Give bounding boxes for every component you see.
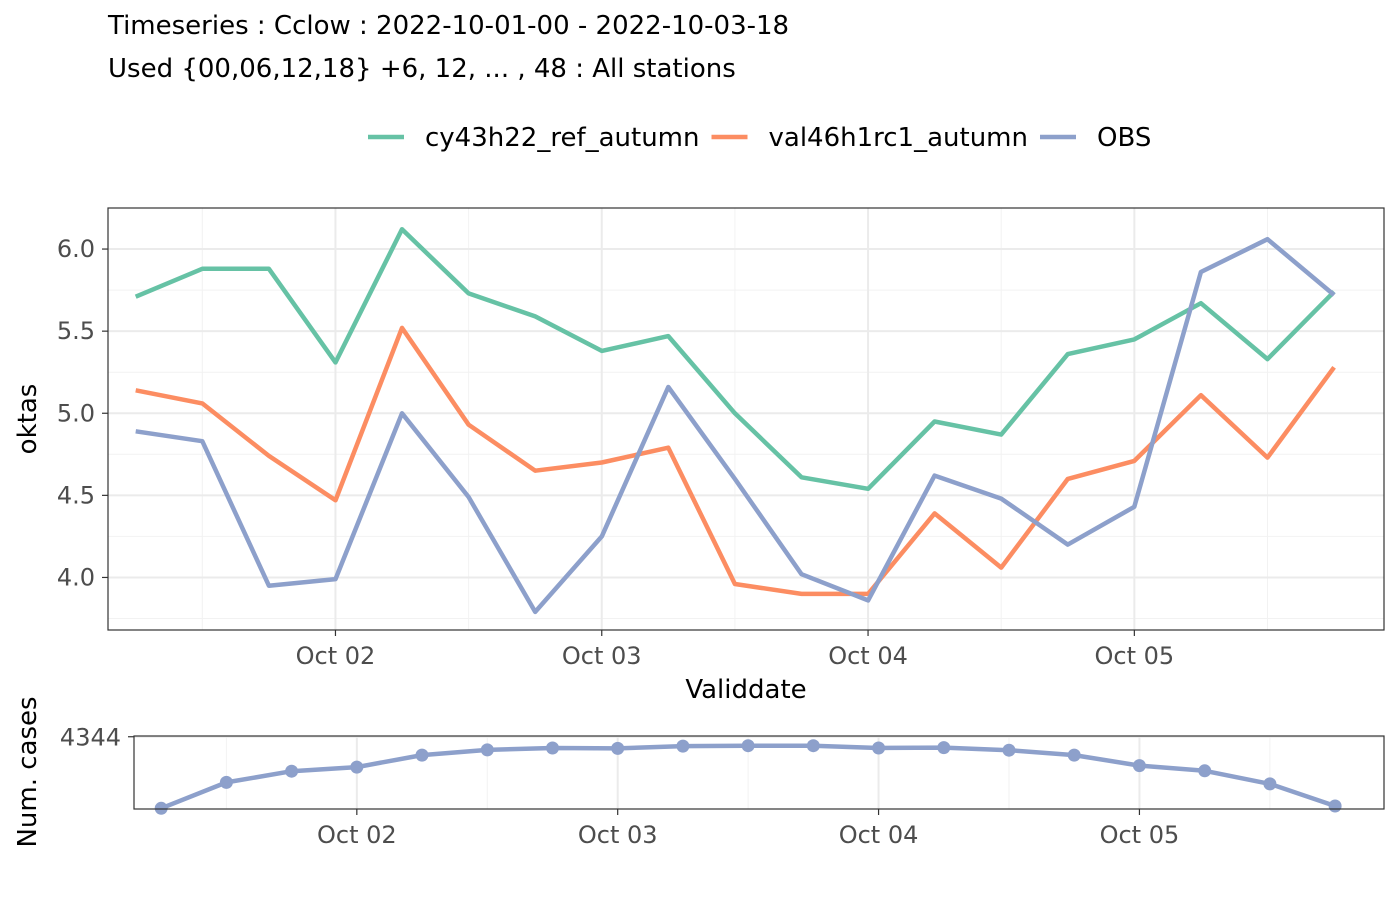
count-point [1067, 748, 1081, 762]
main-x-tick-label: Oct 02 [296, 642, 376, 670]
series-line-cy43h22_ref_autumn [134, 227, 1336, 492]
count-point [480, 743, 494, 757]
count-x-ticks: Oct 02 Oct 03 Oct 04 Oct 05 [317, 809, 1179, 849]
main-y-ticks: 4.0 4.5 5.0 5.5 6.0 [57, 235, 108, 591]
count-point [1002, 743, 1016, 757]
series-line-OBS [135, 236, 1336, 615]
main-series-lines [134, 227, 1336, 615]
count-point [937, 741, 951, 755]
legend-label: cy43h22_ref_autumn [425, 123, 700, 153]
legend: cy43h22_ref_autumn val46h1rc1_autumn OBS [368, 123, 1151, 153]
count-point [611, 741, 625, 755]
count-point [415, 748, 429, 762]
count-y-tick-label: 4344 [60, 724, 121, 752]
main-panel-background [108, 208, 1384, 630]
main-y-tick-label: 4.0 [57, 563, 95, 591]
count-point [154, 801, 168, 815]
count-point [1263, 777, 1277, 791]
main-y-axis-title: oktas [13, 384, 43, 455]
main-panel: 4.0 4.5 5.0 5.5 6.0 Oct 02 Oct 03 Oct 04 Oct 05 [57, 207, 1385, 670]
main-y-tick-label: 6.0 [57, 235, 95, 263]
legend-label: val46h1rc1_autumn [769, 123, 1029, 153]
count-y-axis-title: Num. cases [13, 696, 43, 847]
count-point [350, 760, 364, 774]
count-x-tick-label: Oct 02 [317, 821, 397, 849]
main-x-ticks: Oct 02 Oct 03 Oct 04 Oct 05 [296, 630, 1175, 670]
main-y-tick-label: 4.5 [57, 481, 95, 509]
main-y-tick-label: 5.0 [57, 399, 95, 427]
main-gridlines [108, 207, 1384, 630]
legend-item-cy43h22_ref_autumn: cy43h22_ref_autumn [368, 123, 700, 153]
series-line-val46h1rc1_autumn [135, 325, 1336, 597]
count-point [806, 739, 820, 753]
count-point [872, 741, 886, 755]
count-point [1198, 764, 1212, 778]
count-x-tick-label: Oct 04 [839, 821, 919, 849]
count-x-tick-label: Oct 05 [1100, 821, 1180, 849]
count-panel-border [133, 735, 1385, 810]
count-x-tick-label: Oct 03 [578, 821, 658, 849]
chart-title: Timeseries : Cclow : 2022-10-01-00 - 202… [107, 11, 789, 41]
count-point [1132, 759, 1146, 773]
count-point [676, 739, 690, 753]
count-point [1328, 799, 1342, 813]
main-x-tick-label: Oct 04 [828, 642, 908, 670]
legend-item-val46h1rc1_autumn: val46h1rc1_autumn [711, 123, 1029, 153]
count-gridlines [134, 735, 1384, 809]
count-panel: 4344 Oct 02 Oct 03 Oct 04 Oct 05 [60, 724, 1385, 849]
count-series [154, 739, 1342, 815]
legend-label: OBS [1097, 123, 1151, 153]
chart-subtitle: Used {00,06,12,18} +6, 12, ... , 48 : Al… [108, 54, 736, 84]
count-panel-background [134, 736, 1384, 809]
count-point [285, 764, 299, 778]
main-x-axis-title: Validdate [685, 675, 806, 705]
legend-item-OBS: OBS [1040, 123, 1151, 153]
count-point [741, 739, 755, 753]
count-point [219, 775, 233, 789]
count-y-ticks: 4344 [60, 724, 134, 752]
main-x-tick-label: Oct 03 [562, 642, 642, 670]
main-x-tick-label: Oct 05 [1095, 642, 1175, 670]
count-point [546, 741, 559, 755]
main-panel-border [107, 207, 1385, 631]
main-y-tick-label: 5.5 [57, 317, 95, 345]
